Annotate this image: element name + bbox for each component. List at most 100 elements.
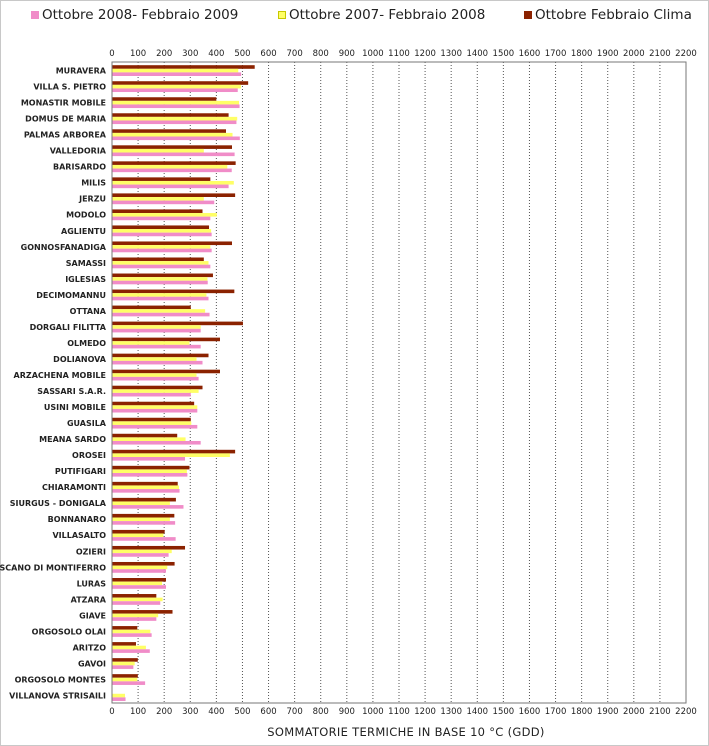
- bar: [112, 581, 163, 586]
- x-tick-label-bottom: 1900: [597, 707, 619, 717]
- x-tick-label-bottom: 100: [130, 707, 146, 717]
- x-tick-label-top: 1800: [571, 49, 593, 59]
- bar: [112, 649, 150, 653]
- bar: [112, 209, 203, 214]
- x-tick-label-bottom: 1100: [388, 707, 410, 717]
- x-tick-label-bottom: 1000: [362, 707, 384, 717]
- bar: [112, 161, 236, 165]
- plot-area: [111, 61, 687, 704]
- bar: [112, 481, 178, 486]
- category-label: OTTANA: [70, 307, 107, 316]
- x-tick-label-top: 700: [287, 49, 303, 59]
- x-tick-label-top: 1900: [597, 49, 619, 59]
- x-tick-label-bottom: 1800: [571, 707, 593, 717]
- bar: [112, 88, 238, 93]
- bar: [112, 357, 197, 361]
- category-label: MURAVERA: [56, 67, 107, 76]
- x-tick-label-top: 2200: [675, 49, 697, 59]
- x-tick-label-top: 1300: [440, 49, 462, 59]
- x-tick-label-top: 1400: [466, 49, 488, 59]
- category-label: DOLIANOVA: [53, 355, 107, 364]
- bar: [112, 200, 215, 205]
- bar: [112, 84, 241, 89]
- bar: [112, 100, 240, 105]
- category-label: VALLEDORIA: [50, 147, 107, 156]
- bar: [112, 473, 188, 477]
- bar: [112, 369, 220, 374]
- category-label: DOMUS DE MARIA: [25, 115, 107, 124]
- bar: [112, 561, 175, 566]
- x-tick-label-top: 1700: [545, 49, 567, 59]
- x-tick-label-bottom: 2000: [623, 707, 645, 717]
- bar: [112, 116, 238, 121]
- bar: [112, 136, 240, 141]
- bar: [112, 517, 170, 522]
- category-label: ORGOSOLO MONTES: [15, 675, 107, 684]
- bar: [112, 585, 166, 589]
- bar: [112, 497, 176, 502]
- category-label: VILLANOVA STRISAILI: [9, 691, 106, 700]
- bar: [112, 693, 126, 698]
- bar: [112, 545, 186, 550]
- bar: [112, 344, 201, 349]
- bar: [112, 280, 208, 285]
- legend-label-2008-2009: Ottobre 2008- Febbraio 2009: [42, 7, 239, 23]
- bar: [112, 565, 168, 570]
- bar: [112, 594, 157, 598]
- bar: [112, 661, 135, 666]
- x-tick-label-top: 1600: [519, 49, 541, 59]
- category-label: CHIARAMONTI: [42, 483, 106, 492]
- bar: [112, 257, 204, 262]
- x-tick-label-bottom: 400: [208, 707, 224, 717]
- legend: Ottobre 2008- Febbraio 2009 Ottobre 2007…: [0, 6, 709, 24]
- bar: [112, 325, 201, 329]
- bar: [112, 610, 173, 614]
- bar: [112, 681, 146, 685]
- legend-item-clima: Ottobre Febbraio Clima: [524, 6, 692, 24]
- x-tick-label-bottom: 0: [109, 707, 114, 717]
- bar: [112, 501, 170, 506]
- legend-swatch-clima: [524, 11, 532, 19]
- bar: [112, 674, 138, 678]
- bar: [112, 65, 255, 69]
- x-tick-label-top: 600: [260, 49, 276, 59]
- category-label: ORGOSOLO OLAI: [32, 627, 106, 636]
- x-tick-label-top: 100: [130, 49, 146, 59]
- x-tick-label-bottom: 1700: [545, 707, 567, 717]
- bar: [112, 513, 175, 518]
- bar: [112, 389, 199, 393]
- bar: [112, 405, 198, 409]
- x-tick-label-bottom: 1600: [519, 707, 541, 717]
- x-tick-label-bottom: 2100: [649, 707, 671, 717]
- category-label: ARITZO: [73, 643, 107, 652]
- bar: [112, 665, 134, 669]
- bar: [112, 248, 212, 253]
- bar: [112, 677, 138, 682]
- category-label: ARZACHENA MOBILE: [14, 371, 106, 380]
- x-tick-label-bottom: 500: [234, 707, 250, 717]
- bar: [112, 305, 191, 310]
- category-label: OROSEI: [72, 451, 106, 460]
- bar: [112, 120, 237, 125]
- bar: [112, 193, 236, 197]
- legend-label-clima: Ottobre Febbraio Clima: [535, 7, 692, 23]
- bar: [112, 597, 163, 602]
- legend-swatch-2008-2009: [31, 11, 39, 19]
- bar: [112, 392, 191, 397]
- bar: [112, 245, 211, 249]
- x-tick-label-bottom: 700: [287, 707, 303, 717]
- bar: [112, 505, 184, 509]
- category-label: AGLIENTU: [61, 227, 106, 236]
- bar: [112, 273, 213, 278]
- bar: [112, 152, 235, 157]
- category-label: SCANO DI MONTIFERRO: [0, 563, 106, 572]
- x-axis-title: SOMMATORIE TERMICHE IN BASE 10 °C (GDD): [267, 725, 544, 739]
- category-label: MONASTIR MOBILE: [21, 99, 106, 108]
- x-tick-label-top: 1000: [362, 49, 384, 59]
- bar: [112, 613, 159, 618]
- bar: [112, 241, 232, 246]
- bar: [112, 216, 211, 221]
- x-tick-label-top: 200: [156, 49, 172, 59]
- legend-swatch-2007-2008: [278, 11, 286, 19]
